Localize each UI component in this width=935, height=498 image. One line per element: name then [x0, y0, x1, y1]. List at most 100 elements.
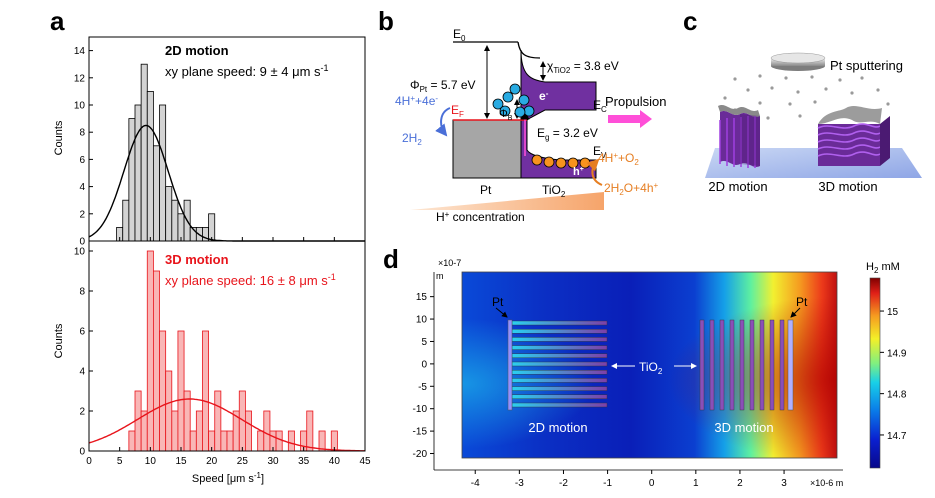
- oxidation-arrow: [586, 158, 603, 186]
- heatmap-axes: -4 -3 -2 -1 0 1 2 3151050-5-10-15-20×10-7×10-6 …: [413, 258, 844, 489]
- hist2d-bar: [171, 199, 179, 242]
- panel-label-c: c: [683, 6, 697, 36]
- panel-label-d: d: [383, 244, 399, 274]
- hist3d-xtick-label: 35: [298, 456, 310, 467]
- heat-xtick-label: -3: [515, 478, 524, 489]
- hist3d-bar: [159, 330, 167, 452]
- y-unit-m: m: [436, 271, 444, 281]
- tio2-bar-vertical: [709, 319, 715, 411]
- chi-label: χTiO2 = 3.8 eV: [547, 59, 619, 75]
- hist3d-ytick-label: 4: [79, 367, 85, 378]
- heat-ytick-label: -15: [413, 427, 428, 438]
- pt-block: [452, 119, 522, 179]
- hist3d-ytick-label: 2: [79, 407, 85, 418]
- pt-label: Pt: [480, 183, 492, 197]
- top-hist-speed: xy plane speed: 9 ± 4 μm s-1: [165, 63, 329, 79]
- tio2-bar-vertical: [719, 319, 725, 411]
- hist3d-bar: [318, 430, 326, 452]
- hist3d-bar: [275, 430, 283, 452]
- heat-xtick-label: 2: [737, 478, 743, 489]
- hist2d-ytick-label: 14: [74, 46, 86, 57]
- sputter-illustration: [705, 52, 922, 178]
- hist3d-xtick-label: 40: [329, 456, 341, 467]
- colorbar-tick-label: 14.7: [887, 431, 907, 442]
- tio2-bar-horizontal: [511, 320, 608, 326]
- electron: [509, 83, 521, 95]
- hist2d-bar: [165, 186, 173, 242]
- hist3d-bar: [165, 370, 173, 452]
- hist2d-ytick-label: 0: [79, 237, 85, 248]
- electron-label: e-: [539, 89, 549, 103]
- label-3d-motion-d: 3D motion: [714, 420, 773, 435]
- hist3d-fit-curve: [88, 398, 365, 452]
- hist3d-bar: [257, 430, 265, 452]
- heatmap-frame: [461, 271, 838, 459]
- hist3d-ytick-label: 6: [79, 327, 85, 338]
- tio2-bar-horizontal: [511, 329, 608, 334]
- tio2-bar-vertical: [749, 319, 755, 411]
- hist3d-ytick-label: 0: [79, 447, 85, 458]
- heat-xtick-label: -2: [559, 478, 568, 489]
- hist2d-ytick-label: 2: [79, 209, 85, 220]
- hist3d-bar: [152, 270, 160, 452]
- phi-pt-label: ΦPt = 5.7 eV: [410, 78, 476, 94]
- hist3d-bar: [183, 390, 191, 452]
- band-diagram: [410, 41, 652, 210]
- hist3d-xtick-label: 5: [117, 456, 123, 467]
- hist3d-ytick-label: 8: [79, 287, 85, 298]
- heat-ytick-label: 15: [416, 292, 428, 303]
- tio2-bar-horizontal: [511, 353, 608, 358]
- reduction-reactant: 4H++4e-: [395, 94, 438, 108]
- hist3d-xtick-label: 0: [86, 456, 92, 467]
- tio2-bar-vertical: [739, 319, 745, 411]
- hist2d-bar: [140, 63, 148, 242]
- colorbar-tick-label: 14.8: [887, 390, 907, 401]
- colorbar-title: H2 mM: [866, 261, 900, 275]
- hist3d-bar: [306, 410, 314, 452]
- hist3d-bar: [214, 390, 222, 452]
- hist3d-bar: [287, 430, 295, 452]
- vacuum-bend: [517, 41, 541, 59]
- pt-right-label: Pt: [796, 295, 808, 309]
- electron: [514, 106, 526, 118]
- heat-xtick-label: 3: [781, 478, 787, 489]
- pt-right-arrow: [790, 307, 801, 318]
- heat-ytick-label: 5: [421, 337, 427, 348]
- hist3d-xtick-label: 25: [237, 456, 249, 467]
- x-exponent-label: ×10-6 m: [810, 478, 843, 488]
- heat-ytick-label: -10: [413, 404, 428, 415]
- concentration-label: H+ concentration: [436, 210, 525, 224]
- tio2-bar-vertical: [729, 319, 735, 411]
- hist3d-bar: [189, 430, 197, 452]
- electron: [518, 94, 530, 106]
- hist2d-bar: [159, 104, 167, 242]
- hist2d-ytick-label: 6: [79, 155, 85, 166]
- ev-label: EV: [593, 144, 607, 160]
- oxidation-product: 4H++O2: [598, 151, 639, 167]
- phi-b-label: ΦB: [499, 108, 513, 122]
- colorbar: 14.7 14.8 14.9 15: [869, 277, 907, 469]
- bottom-hist-speed: xy plane speed: 16 ± 8 μm s-1: [165, 272, 336, 288]
- hist2d-ytick-label: 10: [74, 101, 86, 112]
- tio2-bar-horizontal: [511, 402, 608, 408]
- hist3d-frame: [88, 240, 366, 452]
- tio2-bar-horizontal: [511, 378, 608, 383]
- electron: [492, 98, 504, 110]
- hist2d-ytick-label: 4: [79, 182, 85, 193]
- hist3d-bar: [177, 330, 185, 452]
- hist2d-bar: [146, 91, 154, 242]
- tio2-bar-horizontal: [511, 370, 608, 375]
- reduction-arrow: [435, 107, 451, 137]
- hist3d-bar: [146, 250, 154, 452]
- y-exponent-label: ×10-7: [438, 258, 461, 268]
- heat-ytick-label: 10: [416, 315, 428, 326]
- hist2d-bar: [122, 199, 130, 242]
- tio2-bar-horizontal: [511, 361, 608, 367]
- label-3d-motion-c: 3D motion: [818, 179, 877, 194]
- electron: [523, 105, 535, 117]
- tio2-bar-vertical: [779, 319, 785, 411]
- heat-xtick-label: -1: [603, 478, 612, 489]
- hist3d-bar: [263, 410, 271, 452]
- pt-layer-2d: [507, 319, 513, 411]
- hist3d-bar: [171, 410, 179, 452]
